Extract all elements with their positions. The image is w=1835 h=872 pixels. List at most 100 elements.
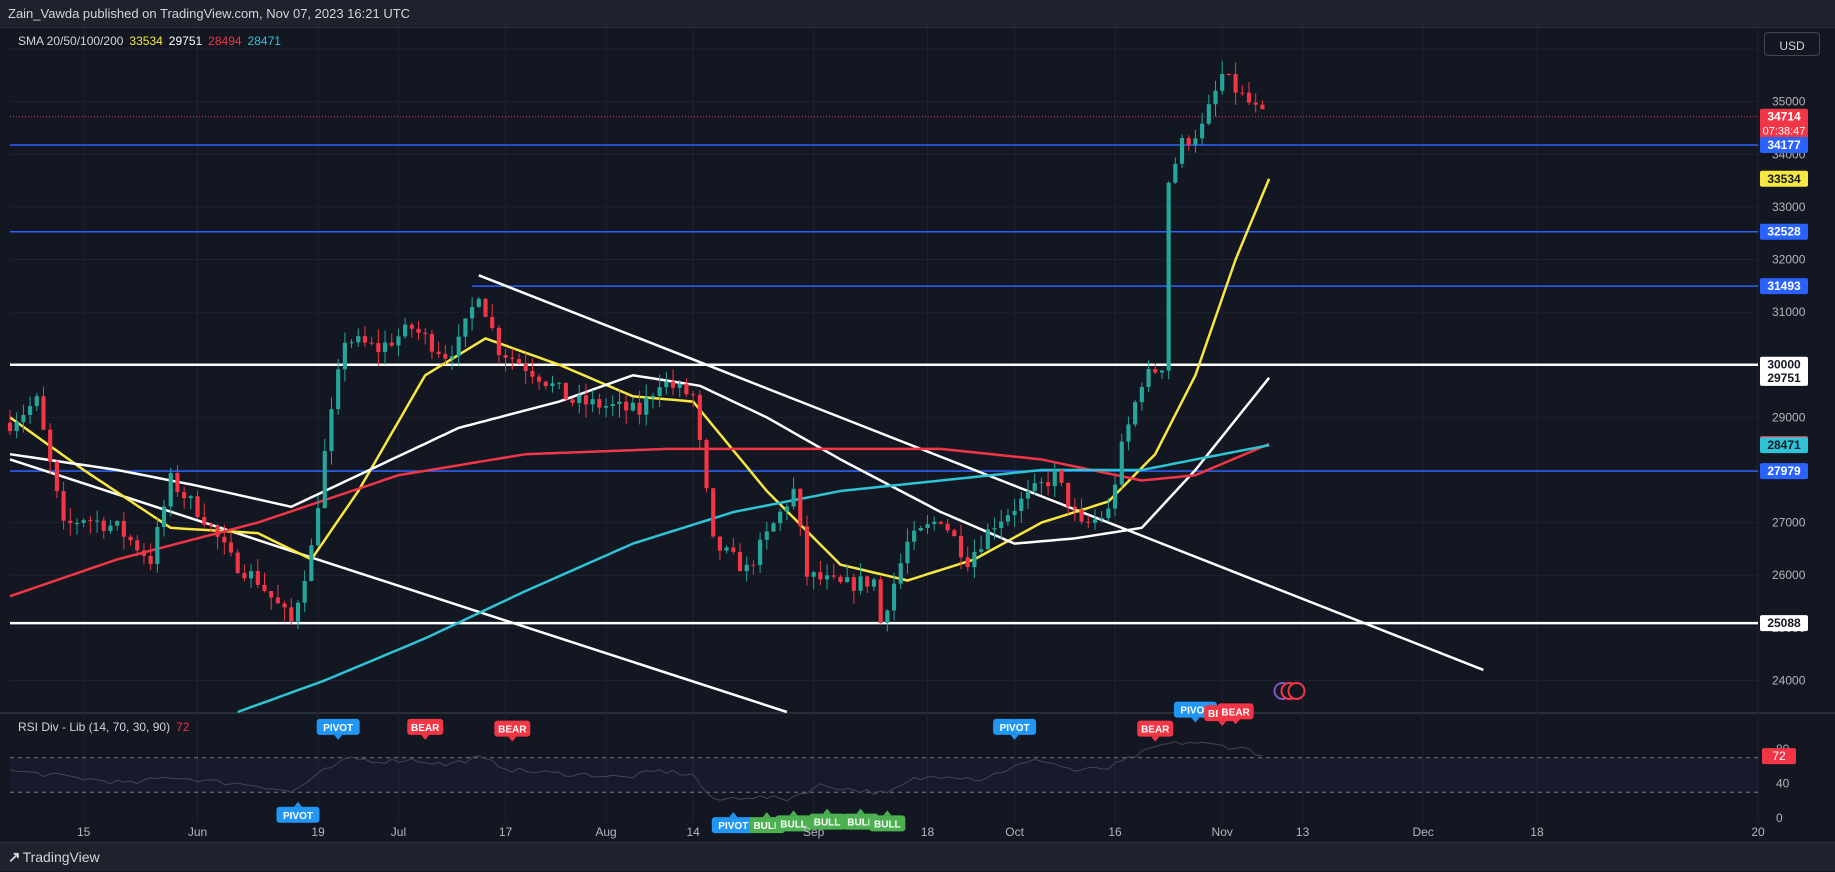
candle-body xyxy=(1119,441,1124,485)
candle-body xyxy=(1240,92,1245,94)
signal-pointer xyxy=(508,736,517,742)
price-tag-label: 30000 xyxy=(1767,358,1801,372)
rsi-legend-name: RSI Div - Lib (14, 70, 30, 90) xyxy=(18,720,171,734)
sma-lines xyxy=(9,178,1271,714)
rsi-current-tag-label: 72 xyxy=(1772,749,1786,763)
signal-badge xyxy=(1217,703,1254,720)
time-tick-label: Dec xyxy=(1412,825,1433,839)
candle-body xyxy=(603,406,609,408)
signal-pointer xyxy=(421,734,430,740)
price-tag xyxy=(1760,136,1808,153)
price-tick-label: 33000 xyxy=(1772,200,1806,214)
candle-body xyxy=(751,564,756,566)
candle-body xyxy=(1005,515,1010,522)
price-tag-label: 34714 xyxy=(1767,110,1801,124)
candle-body xyxy=(1039,482,1044,484)
candle-body xyxy=(88,520,93,522)
candle-body xyxy=(403,324,408,337)
candle-body xyxy=(1112,484,1118,509)
candle-body xyxy=(249,571,254,579)
price-tick-label: 31000 xyxy=(1772,305,1806,319)
candle-body xyxy=(188,496,193,499)
signal-pointer xyxy=(1231,719,1240,725)
signal-badge xyxy=(316,718,360,735)
rsi-tick-label: 0 xyxy=(1776,811,1783,825)
signal-label: PIVOT xyxy=(1000,723,1030,734)
candle-body xyxy=(1046,482,1051,487)
signal-badge xyxy=(711,817,755,834)
candle-body xyxy=(336,369,341,410)
signal-label: BEAR xyxy=(1221,707,1250,718)
candle-body xyxy=(871,579,877,587)
candle-body xyxy=(282,603,287,608)
price-tick-label: 27000 xyxy=(1772,516,1806,530)
candle-body xyxy=(791,488,796,507)
sma-line xyxy=(9,374,1271,545)
signal-pointer xyxy=(762,812,771,818)
candle-body xyxy=(21,414,26,423)
sma100-value: 28494 xyxy=(208,34,242,48)
candle-body xyxy=(624,401,629,411)
candle-body xyxy=(376,343,381,353)
candle-body xyxy=(115,520,120,526)
candle-body xyxy=(155,526,160,564)
currency-button[interactable]: USD xyxy=(1764,32,1820,56)
time-tick-label: 17 xyxy=(499,825,513,839)
candle-body xyxy=(1260,104,1265,110)
candle-body xyxy=(1052,469,1057,487)
signal-pointer xyxy=(1218,721,1227,727)
candle-body xyxy=(215,525,220,537)
sma-legend[interactable]: SMA 20/50/100/200 33534 29751 28494 2847… xyxy=(18,34,281,48)
candle-body xyxy=(262,584,267,592)
rsi-band xyxy=(10,757,1758,793)
time-tick-label: Aug xyxy=(595,825,616,839)
rsi-tick-label: 40 xyxy=(1776,777,1790,791)
price-tick-label: 32000 xyxy=(1772,253,1806,267)
candle-body xyxy=(858,576,863,591)
candle-body xyxy=(456,336,461,357)
candle-body xyxy=(617,401,622,405)
price-tag-label: 29751 xyxy=(1767,371,1801,385)
candle-body xyxy=(416,328,421,333)
candle-body xyxy=(269,591,274,598)
candle-body xyxy=(1253,102,1258,105)
candle-body xyxy=(322,451,327,509)
candle-body xyxy=(644,397,649,415)
candle-body xyxy=(1019,498,1024,511)
candle-body xyxy=(329,409,334,452)
candle-body xyxy=(222,536,227,543)
price-tag-label: 27979 xyxy=(1767,464,1801,478)
signal-pivot: PIVOT xyxy=(993,718,1037,740)
candle-body xyxy=(851,577,856,591)
candle-body xyxy=(737,551,743,572)
candle-body xyxy=(1032,483,1037,491)
signal-bear: BEAR xyxy=(494,720,531,742)
candle-body xyxy=(275,597,280,604)
candle-body xyxy=(523,363,528,372)
candle-body xyxy=(637,402,642,415)
signal-pointer xyxy=(823,808,832,814)
rsi-legend[interactable]: RSI Div - Lib (14, 70, 30, 90) 72 xyxy=(18,720,189,734)
candle-body xyxy=(242,572,247,579)
rsi-legend-value: 72 xyxy=(176,720,190,734)
candle-body xyxy=(429,334,435,352)
candle-body xyxy=(818,572,823,580)
candle-body xyxy=(1072,506,1077,510)
candle-body xyxy=(141,550,147,556)
candle-body xyxy=(865,576,870,587)
signal-badge xyxy=(775,815,812,832)
price-tag xyxy=(1760,223,1808,240)
signal-label: PIVOT xyxy=(718,821,748,832)
tradingview-logo[interactable]: ↗ TradingView xyxy=(8,843,100,872)
price-tick-label: 26000 xyxy=(1772,568,1806,582)
candle-body xyxy=(255,571,260,585)
candle-body xyxy=(228,542,234,553)
signal-bull: BULL xyxy=(809,808,846,830)
sma-line xyxy=(9,442,1270,598)
candle-body xyxy=(898,563,903,584)
candle-body xyxy=(697,394,702,440)
signal-badge xyxy=(407,718,444,735)
candle-body xyxy=(1086,521,1091,523)
